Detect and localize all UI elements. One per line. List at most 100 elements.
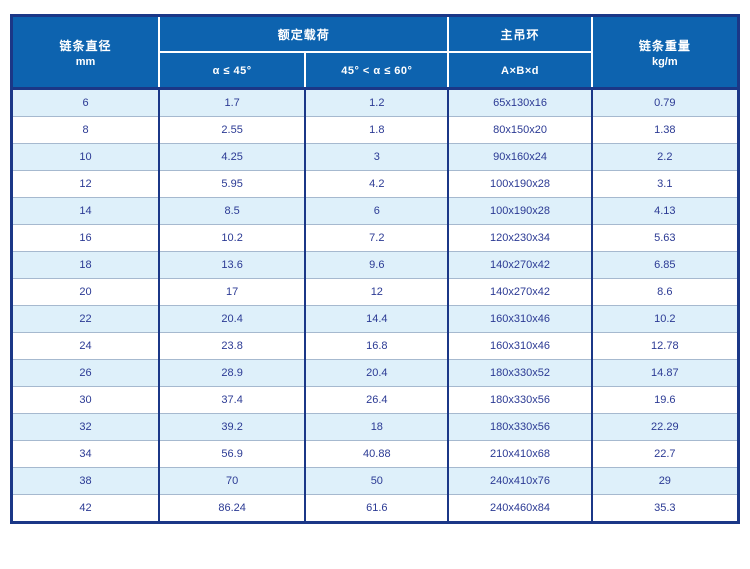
- cell-ring: 240x410x76: [447, 467, 592, 495]
- cell-load_60: 40.88: [304, 440, 449, 468]
- header-main-ring-title: 主吊环: [500, 27, 540, 42]
- cell-load_45: 2.55: [158, 116, 306, 144]
- cell-weight: 35.3: [590, 494, 739, 523]
- cell-weight: 4.13: [590, 197, 739, 225]
- table-row: 22 20.4 14.4 160x310x46 10.2: [11, 305, 739, 333]
- table-row: 16 10.2 7.2 120x230x34 5.63: [11, 224, 739, 252]
- cell-load_45: 37.4: [158, 386, 306, 414]
- cell-load_45: 70: [158, 467, 306, 495]
- cell-weight: 12.78: [590, 332, 739, 360]
- cell-ring: 100x190x28: [447, 170, 592, 198]
- cell-load_45: 39.2: [158, 413, 306, 441]
- cell-diameter: 42: [11, 494, 160, 523]
- cell-load_60: 20.4: [304, 359, 449, 387]
- cell-load_60: 50: [304, 467, 449, 495]
- cell-ring: 140x270x42: [447, 278, 592, 306]
- cell-weight: 1.38: [590, 116, 739, 144]
- cell-load_45: 23.8: [158, 332, 306, 360]
- header-chain-weight: 链条重量 kg/m: [590, 15, 739, 90]
- table-row: 24 23.8 16.8 160x310x46 12.78: [11, 332, 739, 360]
- cell-load_60: 4.2: [304, 170, 449, 198]
- cell-diameter: 8: [11, 116, 160, 144]
- cell-load_45: 20.4: [158, 305, 306, 333]
- cell-ring: 160x310x46: [447, 305, 592, 333]
- table-row: 20 17 12 140x270x42 8.6: [11, 278, 739, 306]
- cell-load_60: 3: [304, 143, 449, 171]
- header-rated-load-group: 额定载荷: [158, 15, 450, 52]
- cell-load_60: 18: [304, 413, 449, 441]
- chain-spec-table: 链条直径 mm 额定载荷 主吊环 链条重量 kg/m: [10, 14, 740, 524]
- cell-ring: 210x410x68: [447, 440, 592, 468]
- cell-ring: 160x310x46: [447, 332, 592, 360]
- cell-load_60: 9.6: [304, 251, 449, 279]
- cell-ring: 80x150x20: [447, 116, 592, 144]
- table-row: 30 37.4 26.4 180x330x56 19.6: [11, 386, 739, 414]
- cell-diameter: 24: [11, 332, 160, 360]
- cell-load_45: 56.9: [158, 440, 306, 468]
- cell-load_60: 6: [304, 197, 449, 225]
- table-row: 6 1.7 1.2 65x130x16 0.79: [11, 87, 739, 117]
- cell-weight: 29: [590, 467, 739, 495]
- cell-weight: 22.7: [590, 440, 739, 468]
- cell-load_60: 7.2: [304, 224, 449, 252]
- cell-ring: 90x160x24: [447, 143, 592, 171]
- table-row: 38 70 50 240x410x76 29: [11, 467, 739, 495]
- cell-load_60: 16.8: [304, 332, 449, 360]
- cell-load_45: 8.5: [158, 197, 306, 225]
- cell-diameter: 32: [11, 413, 160, 441]
- cell-load_60: 1.8: [304, 116, 449, 144]
- table-row: 32 39.2 18 180x330x56 22.29: [11, 413, 739, 441]
- cell-diameter: 10: [11, 143, 160, 171]
- header-load-angle-45to60: 45° < α ≤ 60°: [304, 51, 450, 89]
- cell-ring: 180x330x56: [447, 413, 592, 441]
- table-row: 8 2.55 1.8 80x150x20 1.38: [11, 116, 739, 144]
- table-body: 6 1.7 1.2 65x130x16 0.79 8 2.55 1.8 80x150x20 1.3…: [11, 87, 739, 523]
- cell-weight: 0.79: [590, 87, 739, 117]
- cell-diameter: 20: [11, 278, 160, 306]
- cell-ring: 240x460x84: [447, 494, 592, 523]
- cell-diameter: 12: [11, 170, 160, 198]
- cell-load_45: 5.95: [158, 170, 306, 198]
- cell-ring: 100x190x28: [447, 197, 592, 225]
- header-chain-diameter: 链条直径 mm: [11, 15, 161, 90]
- header-main-ring-dims: A×B×d: [447, 51, 592, 89]
- cell-diameter: 22: [11, 305, 160, 333]
- cell-diameter: 14: [11, 197, 160, 225]
- cell-weight: 6.85: [590, 251, 739, 279]
- cell-load_45: 13.6: [158, 251, 306, 279]
- cell-weight: 14.87: [590, 359, 739, 387]
- cell-diameter: 6: [11, 87, 160, 117]
- cell-load_45: 28.9: [158, 359, 306, 387]
- table-row: 10 4.25 3 90x160x24 2.2: [11, 143, 739, 171]
- cell-diameter: 38: [11, 467, 160, 495]
- cell-weight: 19.6: [590, 386, 739, 414]
- cell-diameter: 26: [11, 359, 160, 387]
- header-chain-diameter-unit: mm: [75, 55, 96, 68]
- cell-diameter: 30: [11, 386, 160, 414]
- chain-spec-table-wrap: 链条直径 mm 额定载荷 主吊环 链条重量 kg/m: [10, 14, 740, 524]
- cell-load_60: 1.2: [304, 87, 449, 117]
- table-row: 26 28.9 20.4 180x330x52 14.87: [11, 359, 739, 387]
- cell-ring: 65x130x16: [447, 87, 592, 117]
- table-row: 14 8.5 6 100x190x28 4.13: [11, 197, 739, 225]
- cell-weight: 3.1: [590, 170, 739, 198]
- cell-load_60: 61.6: [304, 494, 449, 523]
- cell-load_60: 12: [304, 278, 449, 306]
- header-rated-load-title: 额定载荷: [277, 27, 330, 42]
- cell-diameter: 34: [11, 440, 160, 468]
- cell-ring: 120x230x34: [447, 224, 592, 252]
- cell-weight: 10.2: [590, 305, 739, 333]
- header-chain-diameter-title: 链条直径: [59, 38, 112, 53]
- table-row: 34 56.9 40.88 210x410x68 22.7: [11, 440, 739, 468]
- cell-ring: 180x330x56: [447, 386, 592, 414]
- cell-weight: 22.29: [590, 413, 739, 441]
- cell-load_45: 10.2: [158, 224, 306, 252]
- cell-weight: 2.2: [590, 143, 739, 171]
- cell-load_60: 14.4: [304, 305, 449, 333]
- table-row: 18 13.6 9.6 140x270x42 6.85: [11, 251, 739, 279]
- cell-diameter: 16: [11, 224, 160, 252]
- header-chain-weight-unit: kg/m: [651, 55, 678, 68]
- cell-load_45: 17: [158, 278, 306, 306]
- cell-weight: 5.63: [590, 224, 739, 252]
